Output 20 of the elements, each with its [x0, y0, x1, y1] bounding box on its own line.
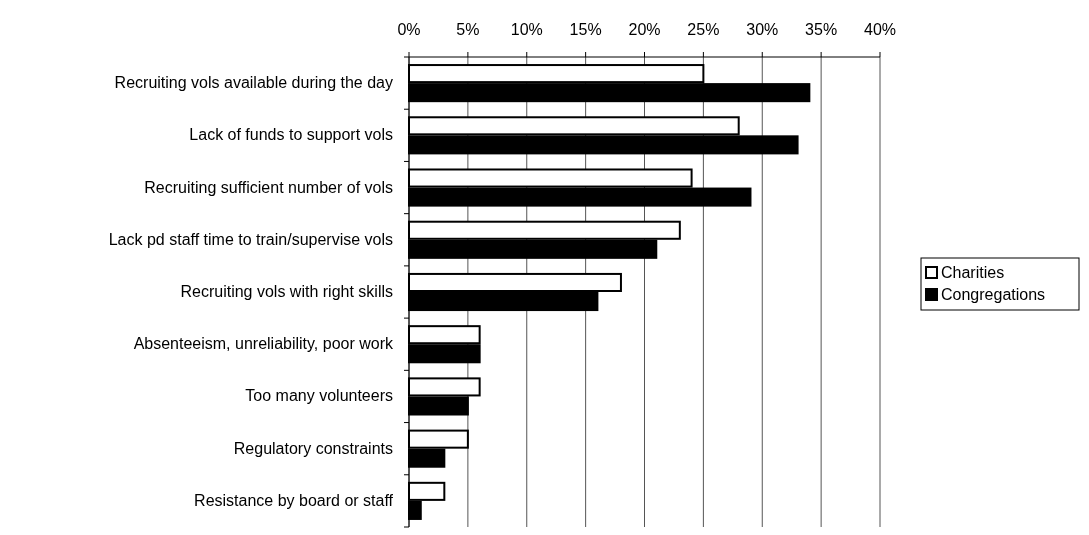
x-tick-label: 25% — [687, 21, 720, 38]
y-tick-label: Recruiting vols available during the day — [114, 74, 393, 92]
x-tick-label: 30% — [746, 21, 779, 38]
x-tick-label: 40% — [863, 21, 897, 38]
x-tick-label: 15% — [569, 21, 602, 38]
y-tick-label: Too many volunteers — [245, 387, 393, 405]
y-tick-label: Resistance by board or staff — [194, 491, 394, 509]
y-tick-label: Recruiting sufficient number of vols — [144, 178, 393, 196]
legend-label: Charities — [941, 264, 1005, 281]
y-tick-label: Absenteeism, unreliability, poor work — [133, 335, 394, 353]
y-tick-label: Regulatory constraints — [233, 439, 393, 457]
x-tick-label: 20% — [628, 21, 661, 38]
legend-label: Congregations — [941, 286, 1046, 303]
y-tick-label: Lack of funds to support vols — [189, 126, 393, 144]
x-tick-label: 5% — [456, 21, 480, 38]
x-tick-label: 35% — [805, 21, 838, 38]
x-tick-label: 10% — [510, 21, 543, 38]
y-tick-label: Recruiting vols with right skills — [180, 283, 393, 300]
x-tick-label: 0% — [397, 21, 421, 38]
y-tick-label: Lack pd staff time to train/supervise vols — [108, 230, 393, 248]
